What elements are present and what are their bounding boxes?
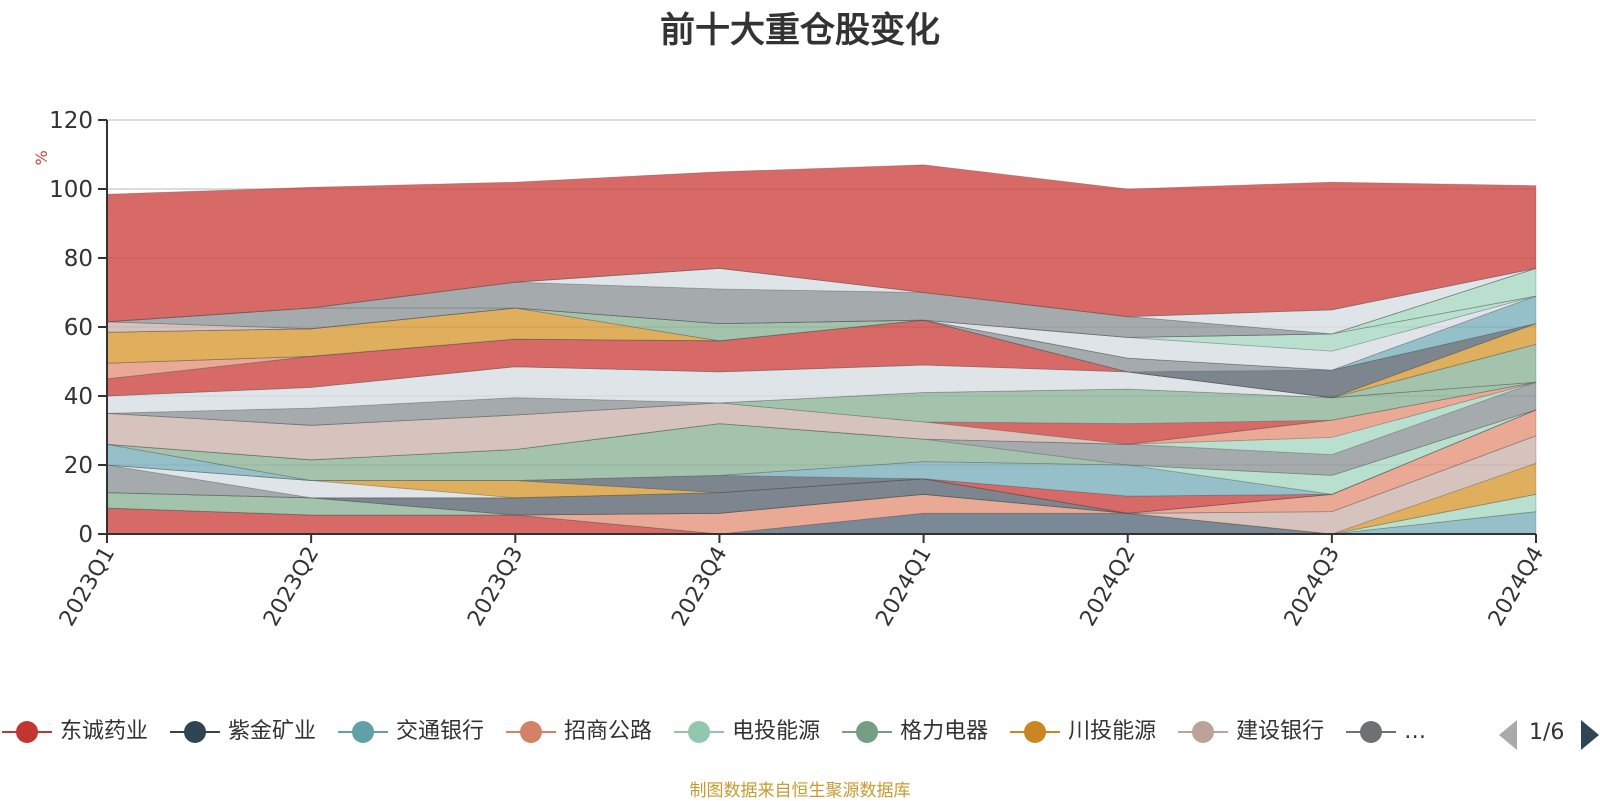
area-series-5[interactable]	[106, 493, 1537, 535]
legend-item-9[interactable]: …	[1346, 712, 1426, 752]
y-tick-label-0: 0	[78, 522, 93, 548]
legend-label: 格力电器	[900, 719, 989, 744]
x-tick-label-2023Q1: 2023Q1	[55, 543, 120, 631]
area-series-7[interactable]	[106, 462, 1537, 535]
y-tick-label-60: 60	[64, 315, 93, 341]
x-tick-label-2024Q2: 2024Q2	[1076, 543, 1141, 631]
legend-marker-icon	[338, 721, 389, 743]
legend-page-indicator: 1/6	[1529, 720, 1565, 745]
legend-label: 交通银行	[396, 719, 485, 744]
data-source-note: 制图数据来自恒生聚源数据库	[689, 781, 911, 801]
y-tick-label-80: 80	[64, 246, 93, 272]
legend-item-2[interactable]: 紫金矿业	[170, 712, 316, 752]
legend-label: 东诚药业	[60, 719, 149, 744]
legend-label: 紫金矿业	[228, 719, 317, 744]
legend-label: 招商公路	[564, 719, 653, 744]
legend-track: 东诚药业 紫金矿业 交通银行 招商公路 电投能源 格力电器 川投能源 建设银行 …	[2, 712, 1448, 752]
x-tick-label-2023Q4: 2023Q4	[667, 543, 732, 631]
x-tick-label-2023Q3: 2023Q3	[463, 543, 528, 631]
legend-label: 川投能源	[1068, 719, 1157, 744]
chart-title: 前十大重仓股变化	[659, 11, 940, 51]
legend-item-8[interactable]: 建设银行	[1178, 712, 1324, 752]
area-series-8[interactable]	[106, 435, 1537, 535]
legend-prev-page-icon[interactable]	[1499, 720, 1517, 750]
legend: 东诚药业 紫金矿业 交通银行 招商公路 电投能源 格力电器 川投能源 建设银行 …	[0, 712, 1490, 752]
legend-marker-icon	[1346, 721, 1397, 743]
y-tick-label-20: 20	[64, 453, 93, 479]
x-tick-label-2024Q1: 2024Q1	[871, 543, 936, 631]
area-layer	[106, 164, 1537, 535]
x-tick-label-2024Q3: 2024Q3	[1280, 543, 1345, 631]
legend-label: 建设银行	[1236, 719, 1325, 744]
legend-item-1[interactable]: 东诚药业	[2, 712, 148, 752]
area-series-29[interactable]	[106, 319, 1537, 399]
legend-item-3[interactable]: 交通银行	[338, 712, 484, 752]
legend-marker-icon	[842, 721, 893, 743]
x-tick-label-2024Q4: 2024Q4	[1484, 543, 1549, 631]
legend-marker-icon	[1010, 721, 1061, 743]
legend-item-4[interactable]: 招商公路	[506, 712, 652, 752]
chart-canvas: 0 20 40 60 80 100 120% 2023Q1 2023Q2 2023Q3 2023Q4…	[32, 108, 1549, 631]
area-series-10[interactable]	[106, 409, 1537, 514]
legend-item-6[interactable]: 格力电器	[842, 712, 988, 752]
area-series-34[interactable]	[106, 295, 1537, 371]
legend-marker-icon	[1178, 721, 1229, 743]
legend-marker-icon	[170, 721, 221, 743]
legend-label: 电投能源	[732, 719, 821, 744]
y-tick-label-100: 100	[49, 177, 93, 203]
y-tick-label-120: 120	[49, 108, 93, 134]
y-tick-label-40: 40	[64, 384, 93, 410]
legend-next-page-icon[interactable]	[1581, 720, 1599, 750]
y-axis-label: %	[32, 150, 51, 165]
legend-label: …	[1404, 719, 1427, 744]
legend-marker-icon	[674, 721, 725, 743]
area-series-6[interactable]	[106, 492, 1537, 535]
legend-item-5[interactable]: 电投能源	[674, 712, 820, 752]
x-tick-label-2023Q2: 2023Q2	[259, 543, 324, 631]
legend-item-7[interactable]: 川投能源	[1010, 712, 1156, 752]
legend-marker-icon	[2, 721, 52, 743]
area-series-3[interactable]	[106, 507, 1537, 535]
area-series-45[interactable]	[106, 164, 1537, 323]
legend-marker-icon	[506, 721, 557, 743]
